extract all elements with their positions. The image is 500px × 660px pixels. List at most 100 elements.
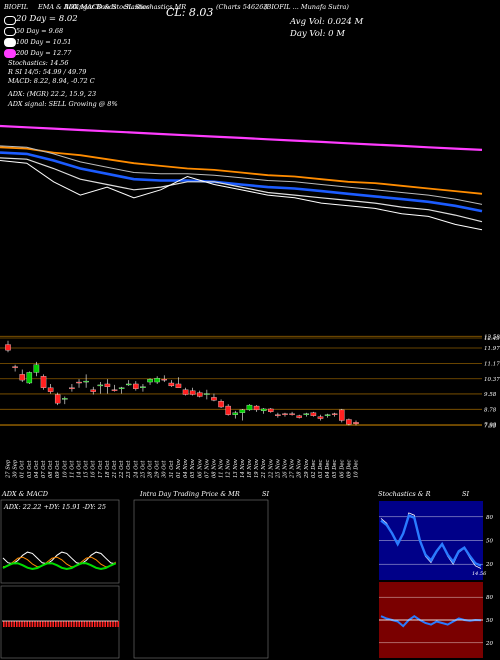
date-tick-label: 11 Oct <box>69 460 75 478</box>
adx-panel-frame <box>0 499 120 584</box>
date-tick-label: 21 Oct <box>112 460 118 479</box>
price-axis-label: 7.93 <box>484 424 497 430</box>
macd-histogram-bar <box>29 621 31 627</box>
header-charts-id: (Charts 546263 <box>216 3 268 11</box>
stoch-panel-title: Stochastics & R <box>378 490 431 498</box>
day-volume: Day Vol: 0 M <box>290 29 345 39</box>
candle-body <box>140 386 146 388</box>
macd-histogram-bar <box>39 621 41 627</box>
macd-histogram-bar <box>8 621 10 627</box>
adx-signal: ADX signal: SELL Growing @ 8% <box>8 100 118 108</box>
ema200-line <box>0 124 483 151</box>
legend-50-day: 50 Day = 9.68 <box>16 27 64 35</box>
date-tick-label: 03 Oct <box>27 460 33 478</box>
macd-histogram-bar <box>44 621 47 627</box>
candle-body <box>97 384 104 387</box>
candle-body <box>19 374 25 381</box>
candle-body <box>324 414 331 416</box>
candle-body <box>189 390 196 395</box>
candle-body <box>90 389 96 392</box>
candle-body <box>289 413 295 415</box>
macd-histogram-bar <box>114 621 117 627</box>
date-tick-label: 09 Oct <box>55 460 61 478</box>
date-tick-label: 30 Sep <box>13 459 19 478</box>
adx-panel-title: ADX & MACD <box>2 490 48 498</box>
date-tick-label: 05 Dec <box>332 460 338 478</box>
macd-histogram-bar <box>60 621 62 627</box>
candle-body <box>303 413 310 415</box>
candle-body <box>211 397 217 401</box>
stoch-panel-si: SI <box>462 490 470 498</box>
macd-histogram-bar <box>10 621 13 627</box>
candle-body <box>317 416 324 419</box>
candle-body <box>239 409 246 413</box>
macd-histogram-bar <box>70 621 73 627</box>
candle-body <box>125 383 132 386</box>
candle-body <box>310 412 317 416</box>
price-axis-label: 12.58 <box>484 334 500 340</box>
date-tick-label: 01 Oct <box>20 460 26 478</box>
header-sl: SL Stochastics MR <box>124 3 187 11</box>
indicator-panels: 80 50 20 14.56 80 50 20 <box>0 499 493 659</box>
date-tick-label: 29 Oct <box>155 460 161 479</box>
macd-histogram-bar <box>99 621 101 627</box>
date-tick-label: 07 Nov <box>204 459 210 478</box>
date-tick-label: 25 Nov <box>275 459 281 479</box>
date-tick-label: 19 Nov <box>254 459 260 478</box>
candle-body <box>76 381 82 384</box>
candle-body <box>282 413 288 415</box>
candle-body <box>54 394 61 404</box>
adx-panel-stats: ADX: 22.22 +DY: 15.91 -DY: 25 <box>4 503 106 511</box>
date-tick-label: 14 Oct <box>77 460 83 478</box>
candle-body <box>104 383 111 387</box>
date-tick-label: 26 Nov <box>282 459 288 479</box>
ema20-line <box>0 157 483 223</box>
price-line <box>0 160 483 231</box>
price-axis-label: 11.17 <box>484 361 500 367</box>
macd-histogram-bar <box>23 621 26 627</box>
date-tick-label: 29 Nov <box>304 459 310 479</box>
candle-body <box>275 414 281 416</box>
stoch-axis-label: 80 <box>486 515 493 521</box>
date-tick-label: 07 Oct <box>41 460 47 478</box>
candle-body <box>353 422 359 424</box>
macd-histogram-bar <box>3 621 5 627</box>
date-tick-label: 17 Oct <box>98 460 104 478</box>
date-tick-label: 27 Sep <box>6 459 12 479</box>
macd-histogram-bar <box>5 621 8 627</box>
macd-histogram-bar <box>55 621 57 627</box>
date-tick-label: 28 Nov <box>297 459 303 479</box>
date-tick-label: 09 Dec <box>346 460 352 478</box>
macd-histogram-bar <box>73 621 75 627</box>
macd-readout: MACD: 8.22, 8.94, -0.72 C <box>8 77 95 85</box>
date-tick-label: 31 Oct <box>169 460 175 478</box>
legend-200-day: 200 Day = 12.77 <box>16 49 72 57</box>
date-tick-label: 04 Dec <box>325 460 331 478</box>
price-axis-label: 9.58 <box>484 392 497 398</box>
date-tick-label: 23 Oct <box>126 460 132 479</box>
legend-swatch-50 <box>4 27 16 36</box>
legend-swatch-100 <box>4 38 16 47</box>
macd-histogram-bar <box>65 621 67 627</box>
macd-histogram-bar <box>88 621 91 627</box>
date-tick-label: 10 Dec <box>354 460 360 478</box>
date-tick-label: 06 Dec <box>339 460 345 478</box>
candle-body <box>253 405 260 411</box>
legend-20-day: 20 Day = 8.02 <box>16 14 78 24</box>
macd-histogram-bar <box>18 621 21 627</box>
macd-histogram-bar <box>78 621 80 627</box>
candle-body <box>204 393 210 395</box>
candle-body <box>296 415 302 418</box>
date-tick-label: 10 Oct <box>62 460 68 478</box>
candle-body <box>33 364 40 373</box>
avg-volume: Avg Vol: 0.024 M <box>290 17 364 27</box>
date-tick-label: 04 Nov <box>183 459 189 478</box>
minus-di-line <box>2 556 117 568</box>
candle-body <box>69 387 75 389</box>
header-symbol: BIOFIL <box>4 3 29 11</box>
header-ema: EMA & Bollinger Bands <box>38 3 117 11</box>
candle-body <box>232 412 239 415</box>
adx-readout: ADX: (MGR) 22.2, 15.9, 23 <box>8 90 97 98</box>
stoch-axis-label: 50 <box>486 539 493 545</box>
